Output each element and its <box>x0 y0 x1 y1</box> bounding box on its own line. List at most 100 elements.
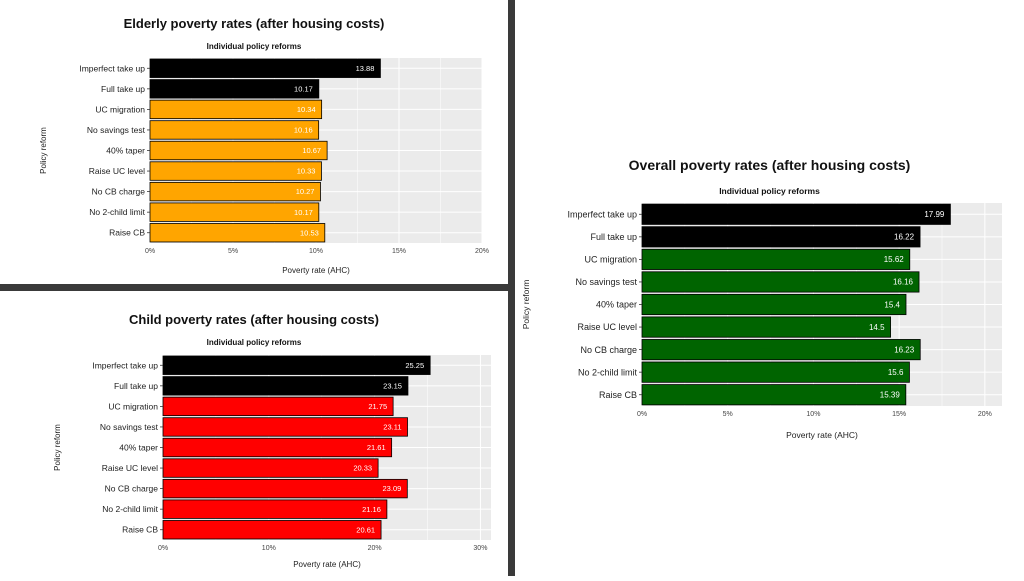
child-bar-value-label: 21.75 <box>368 402 387 411</box>
child-chart-panel: Child poverty rates (after housing costs… <box>0 291 508 576</box>
overall-bar-value-label: 15.4 <box>884 300 900 309</box>
overall-chart-subtitle: Individual policy reforms <box>719 186 820 196</box>
overall-bar-no-savings-test <box>641 271 920 293</box>
child-x-tick-label: 10% <box>262 545 276 552</box>
overall-bar-no-cb-charge <box>641 339 921 361</box>
child-bar-raise-cb <box>162 520 382 540</box>
overall-bar-value-label: 16.23 <box>894 345 915 354</box>
overall-x-tick-label: 20% <box>978 411 992 418</box>
overall-category-label: No CB charge <box>580 345 637 355</box>
child-x-tick-label: 0% <box>158 545 168 552</box>
overall-bar-raise-cb <box>641 384 907 406</box>
child-category-label: No savings test <box>100 422 159 432</box>
overall-x-tick-label: 5% <box>723 411 733 418</box>
child-x-tick-label: 20% <box>368 545 382 552</box>
elderly-x-axis-title: Poverty rate (AHC) <box>282 266 350 275</box>
elderly-category-label: No CB charge <box>92 187 146 197</box>
child-bar-value-label: 25.25 <box>405 361 424 370</box>
elderly-x-tick-label: 10% <box>309 248 323 255</box>
elderly-category-label: 40% taper <box>106 145 145 155</box>
overall-x-axis-title: Poverty rate (AHC) <box>786 430 858 440</box>
overall-bar-value-label: 17.99 <box>924 210 945 219</box>
overall-category-label: Raise CB <box>599 390 637 400</box>
child-bar-no-savings-test <box>162 417 408 437</box>
child-category-label: Raise UC level <box>102 463 158 473</box>
child-category-label: No CB charge <box>105 484 159 494</box>
child-x-tick-label: 30% <box>473 545 487 552</box>
child-bar-imperfect-take-up <box>162 355 431 375</box>
vertical-divider <box>508 0 515 576</box>
child-category-label: No 2-child limit <box>102 504 158 514</box>
overall-bar-value-label: 16.16 <box>893 278 914 287</box>
child-category-label: Full take up <box>114 381 158 391</box>
elderly-y-axis-title: Policy reform <box>39 127 48 174</box>
overall-bar-value-label: 15.62 <box>884 255 905 264</box>
overall-bar-full-take-up <box>641 226 921 248</box>
overall-y-axis-title: Policy reform <box>521 280 531 330</box>
overall-category-label: UC migration <box>584 255 637 265</box>
overall-bar-value-label: 15.39 <box>880 391 901 400</box>
overall-bar-value-label: 16.22 <box>894 233 915 242</box>
child-bar-value-label: 23.15 <box>383 381 402 390</box>
child-bar-value-label: 23.09 <box>383 484 402 493</box>
elderly-category-label: Raise UC level <box>89 166 145 176</box>
elderly-chart-title: Elderly poverty rates (after housing cos… <box>124 16 385 31</box>
overall-category-label: Imperfect take up <box>567 209 637 219</box>
child-bar-no-2-child-limit <box>162 499 388 519</box>
child-x-axis-title: Poverty rate (AHC) <box>293 560 361 569</box>
overall-chart-title: Overall poverty rates (after housing cos… <box>629 157 911 173</box>
elderly-category-label: No savings test <box>87 125 146 135</box>
overall-chart-svg: Overall poverty rates (after housing cos… <box>521 157 1002 440</box>
elderly-x-tick-label: 15% <box>392 248 406 255</box>
overall-x-tick-label: 15% <box>892 411 906 418</box>
child-category-label: UC migration <box>108 401 158 411</box>
child-chart-subtitle: Individual policy reforms <box>207 338 302 347</box>
elderly-bar-value-label: 13.88 <box>356 64 375 73</box>
overall-bar-uc-migration <box>641 248 911 270</box>
overall-x-tick-label: 0% <box>637 411 647 418</box>
elderly-chart-svg: Elderly poverty rates (after housing cos… <box>39 16 489 275</box>
elderly-bar-value-label: 10.16 <box>294 126 313 135</box>
elderly-chart-subtitle: Individual policy reforms <box>207 42 302 51</box>
child-bar-raise-uc-level <box>162 458 379 478</box>
child-bar-value-label: 21.61 <box>367 443 386 452</box>
child-bar-value-label: 20.61 <box>356 525 375 534</box>
elderly-bar-value-label: 10.27 <box>296 187 315 196</box>
child-category-label: 40% taper <box>119 442 158 452</box>
elderly-category-label: Raise CB <box>109 228 145 238</box>
overall-bar-value-label: 14.5 <box>869 323 885 332</box>
elderly-bar-value-label: 10.17 <box>294 84 313 93</box>
elderly-bar-40-taper <box>149 140 328 161</box>
child-y-axis-title: Policy reform <box>53 424 62 471</box>
child-category-label: Raise CB <box>122 525 158 535</box>
overall-bar-raise-uc-level <box>641 316 891 338</box>
child-bar-value-label: 20.33 <box>353 464 372 473</box>
overall-bar-value-label: 15.6 <box>888 368 904 377</box>
elderly-bar-imperfect-take-up <box>149 58 381 78</box>
elderly-x-tick-label: 0% <box>145 248 155 255</box>
child-bar-full-take-up <box>162 376 409 396</box>
overall-chart-panel: Overall poverty rates (after housing cos… <box>515 0 1024 576</box>
overall-category-label: Full take up <box>590 232 637 242</box>
child-bar-value-label: 21.16 <box>362 505 381 514</box>
elderly-bar-value-label: 10.34 <box>297 105 316 114</box>
elderly-bar-raise-cb <box>149 223 326 243</box>
child-bar-value-label: 23.11 <box>383 423 401 432</box>
overall-bar-40-taper <box>641 293 907 316</box>
elderly-bar-value-label: 10.67 <box>302 146 321 155</box>
overall-category-label: Raise UC level <box>577 322 637 332</box>
elderly-x-tick-label: 5% <box>228 248 238 255</box>
child-bar-uc-migration <box>162 396 394 417</box>
child-category-label: Imperfect take up <box>92 360 158 370</box>
overall-category-label: No savings test <box>575 277 637 287</box>
overall-category-label: No 2-child limit <box>578 367 638 377</box>
child-bar-40-taper <box>162 437 393 458</box>
elderly-bar-value-label: 10.33 <box>297 167 316 176</box>
child-chart-title: Child poverty rates (after housing costs… <box>129 312 379 327</box>
elderly-category-label: Full take up <box>101 84 145 94</box>
elderly-category-label: No 2-child limit <box>89 207 145 217</box>
elderly-x-tick-label: 20% <box>475 248 489 255</box>
elderly-category-label: Imperfect take up <box>79 63 145 73</box>
overall-x-tick-label: 10% <box>806 411 820 418</box>
elderly-bar-value-label: 10.53 <box>300 228 319 237</box>
